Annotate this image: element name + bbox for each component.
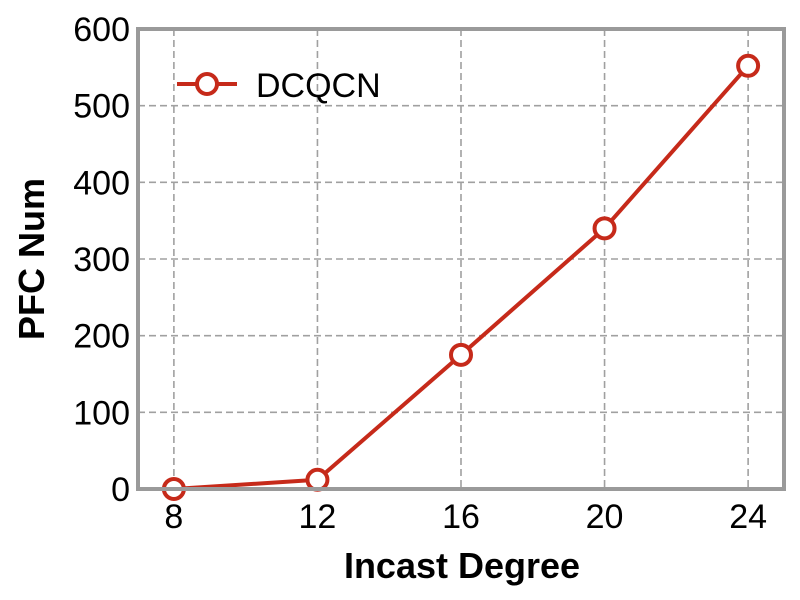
data-point <box>305 467 330 492</box>
x-tick-label: 8 <box>164 498 183 536</box>
legend-label: DCQCN <box>256 67 381 105</box>
plot-frame <box>136 27 786 491</box>
legend-marker <box>195 72 219 96</box>
y-tick-label: 600 <box>73 11 130 49</box>
y-tick-label: 500 <box>73 88 130 126</box>
y-tick-label: 400 <box>73 164 130 202</box>
data-point <box>736 53 761 78</box>
y-axis-ticks: 0 100 200 300 400 500 600 <box>73 11 130 509</box>
data-point <box>449 342 473 367</box>
x-tick-label: 20 <box>586 498 624 536</box>
y-tick-label: 200 <box>73 318 130 356</box>
y-tick-label: 100 <box>73 394 130 432</box>
x-tick-label: 16 <box>442 498 480 536</box>
legend: DCQCN <box>177 67 381 105</box>
grid <box>138 29 784 489</box>
x-axis-ticks: 8 12 16 20 24 <box>164 498 767 536</box>
data-point <box>592 216 617 241</box>
series-layer <box>161 53 761 501</box>
y-tick-label: 0 <box>111 471 130 509</box>
y-tick-label: 300 <box>73 241 130 279</box>
y-axis-title: PFC Num <box>11 178 52 340</box>
x-tick-label: 24 <box>729 498 767 536</box>
x-tick-label: 12 <box>299 498 337 536</box>
x-axis-title: Incast Degree <box>344 545 580 586</box>
